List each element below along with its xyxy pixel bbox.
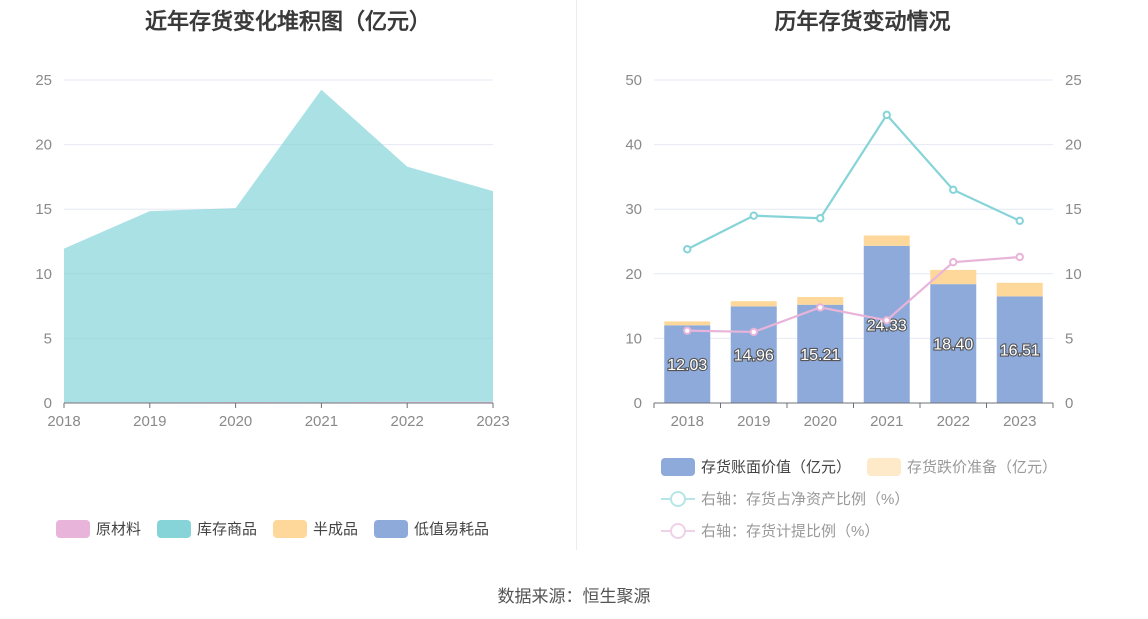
legend-item-consumables[interactable]: 低值易耗品 <box>374 518 489 539</box>
line-point-0-3 <box>882 110 891 120</box>
stacked-area-panel: 近年存货变化堆积图（亿元） 0 5 10 15 20 25 2018 2019 2020 2021… <box>0 0 576 550</box>
right-legend-row-1: 存货账面价值（亿元） 存货跌价准备（亿元） <box>661 456 1073 477</box>
y-tick-label: 10 <box>35 266 52 283</box>
y-tick-label: 10 <box>625 330 642 347</box>
line-point-0-1 <box>749 211 758 220</box>
x-tick-label: 2018 <box>47 413 80 430</box>
legend-item-raw-material[interactable]: 原材料 <box>56 518 141 539</box>
legend-swatch <box>374 519 409 538</box>
x-tick-label: 2023 <box>476 413 509 430</box>
y-tick-label: 25 <box>35 72 52 89</box>
bar-1-2 <box>797 296 844 305</box>
y2-tick-label: 0 <box>1065 395 1073 412</box>
x-tick-label: 2021 <box>870 413 903 430</box>
legend-item-impairment-reserve[interactable]: 存货跌价准备（亿元） <box>867 456 1057 477</box>
legend-label: 原材料 <box>96 521 142 538</box>
x-tick-label: 2019 <box>737 413 770 430</box>
legend-item-book-value[interactable]: 存货账面价值（亿元） <box>661 456 851 477</box>
x-tick-label: 2022 <box>391 413 424 430</box>
y-tick-label: 40 <box>625 137 642 154</box>
y-tick-label: 5 <box>44 330 52 347</box>
line-point-0-4 <box>949 185 958 195</box>
data-source: 数据来源：恒生聚源 <box>497 587 651 606</box>
legend-swatch <box>273 519 308 538</box>
panel-divider <box>576 0 577 550</box>
bar-value-label: 12.03 <box>667 357 707 374</box>
bar-line-combo-chart: 0 10 20 30 40 50 0 5 10 15 20 25 12.03 14.96 15.21 24.3… <box>625 72 1082 430</box>
y-tick-label: 0 <box>634 395 642 412</box>
y-tick-label: 15 <box>35 201 52 218</box>
line-series-0 <box>686 113 1021 251</box>
legend-item-inventory-goods[interactable]: 库存商品 <box>157 518 257 539</box>
x-tick-label: 2018 <box>671 413 704 430</box>
legend-label: 低值易耗品 <box>414 521 490 538</box>
area-series-1 <box>64 89 493 403</box>
right-legend-row-2: 右轴：存货占净资产比例（%） <box>661 488 925 509</box>
y-tick-label: 20 <box>625 266 642 283</box>
legend-item-net-asset-ratio[interactable]: 右轴：存货占净资产比例（%） <box>661 488 909 509</box>
legend-swatch <box>157 519 192 538</box>
legend-item-provision-ratio[interactable]: 右轴：存货计提比例（%） <box>661 520 879 541</box>
legend-swatch <box>661 457 695 476</box>
y2-tick-label: 10 <box>1065 266 1082 283</box>
legend-line-swatch <box>661 522 695 540</box>
legend-label: 存货账面价值（亿元） <box>701 459 852 476</box>
bar-0-2 <box>797 304 844 403</box>
line-point-0-0 <box>683 245 692 254</box>
x-tick-label: 2020 <box>804 413 837 430</box>
bar-0-0 <box>664 325 711 403</box>
line-point-1-5 <box>1015 252 1024 262</box>
bar-value-label: 18.40 <box>933 337 973 354</box>
y-tick-label: 20 <box>35 137 52 154</box>
y2-tick-label: 5 <box>1065 330 1073 347</box>
line-point-1-1 <box>749 327 758 337</box>
legend-ring <box>670 490 686 507</box>
left-legend: 原材料 库存商品 半成品 低值易耗品 <box>56 518 505 539</box>
bar-1-0 <box>664 321 711 326</box>
y2-tick-label: 20 <box>1065 137 1082 154</box>
inventory-change-panel: 历年存货变动情况 0 10 20 30 40 50 0 5 10 15 20 25 12.03 14.96… <box>577 0 1148 550</box>
right-chart-title: 历年存货变动情况 <box>774 9 951 34</box>
left-chart-title: 近年存货变化堆积图（亿元） <box>144 9 431 34</box>
y2-tick-label: 25 <box>1065 72 1082 89</box>
bar-value-label: 15.21 <box>800 347 840 364</box>
legend-label: 半成品 <box>313 521 359 538</box>
y-tick-label: 50 <box>625 72 642 89</box>
line-point-0-2 <box>816 214 825 223</box>
bar-value-label: 14.96 <box>734 348 774 365</box>
x-tick-label: 2021 <box>305 413 338 430</box>
line-point-1-2 <box>816 303 825 312</box>
bar-1-3 <box>863 235 910 246</box>
right-legend-row-3: 右轴：存货计提比例（%） <box>661 520 895 541</box>
bar-1-5 <box>996 282 1043 297</box>
x-tick-label: 2023 <box>1003 413 1036 430</box>
legend-label: 库存商品 <box>197 521 258 538</box>
line-point-1-4 <box>949 257 958 267</box>
bar-value-label: 24.33 <box>867 317 907 334</box>
legend-ring <box>670 522 686 539</box>
y-tick-label: 30 <box>625 201 642 218</box>
x-tick-label: 2019 <box>133 413 166 430</box>
legend-swatch <box>56 519 90 538</box>
y-tick-label: 0 <box>44 395 52 412</box>
legend-swatch <box>867 457 902 476</box>
x-tick-label: 2022 <box>937 413 970 430</box>
y2-tick-label: 15 <box>1065 201 1082 218</box>
bar-1-1 <box>730 301 777 307</box>
legend-item-semi-finished[interactable]: 半成品 <box>273 518 358 539</box>
line-point-1-3 <box>882 316 891 325</box>
legend-line-swatch <box>661 490 695 508</box>
line-series-1 <box>687 255 1020 334</box>
x-tick-label: 2020 <box>219 413 252 430</box>
stacked-area-chart: 0 5 10 15 20 25 2018 2019 2020 2021 2022 2023 <box>35 72 509 430</box>
bar-value-label: 16.51 <box>1000 343 1040 360</box>
line-point-0-5 <box>1015 216 1024 226</box>
legend-label: 右轴：存货计提比例（%） <box>701 523 880 540</box>
legend-label: 右轴：存货占净资产比例（%） <box>701 491 910 508</box>
bar-0-5 <box>996 296 1043 403</box>
bar-0-4 <box>930 284 977 403</box>
bar-0-1 <box>730 306 777 403</box>
line-point-1-0 <box>683 326 692 335</box>
legend-label: 存货跌价准备（亿元） <box>907 459 1058 476</box>
